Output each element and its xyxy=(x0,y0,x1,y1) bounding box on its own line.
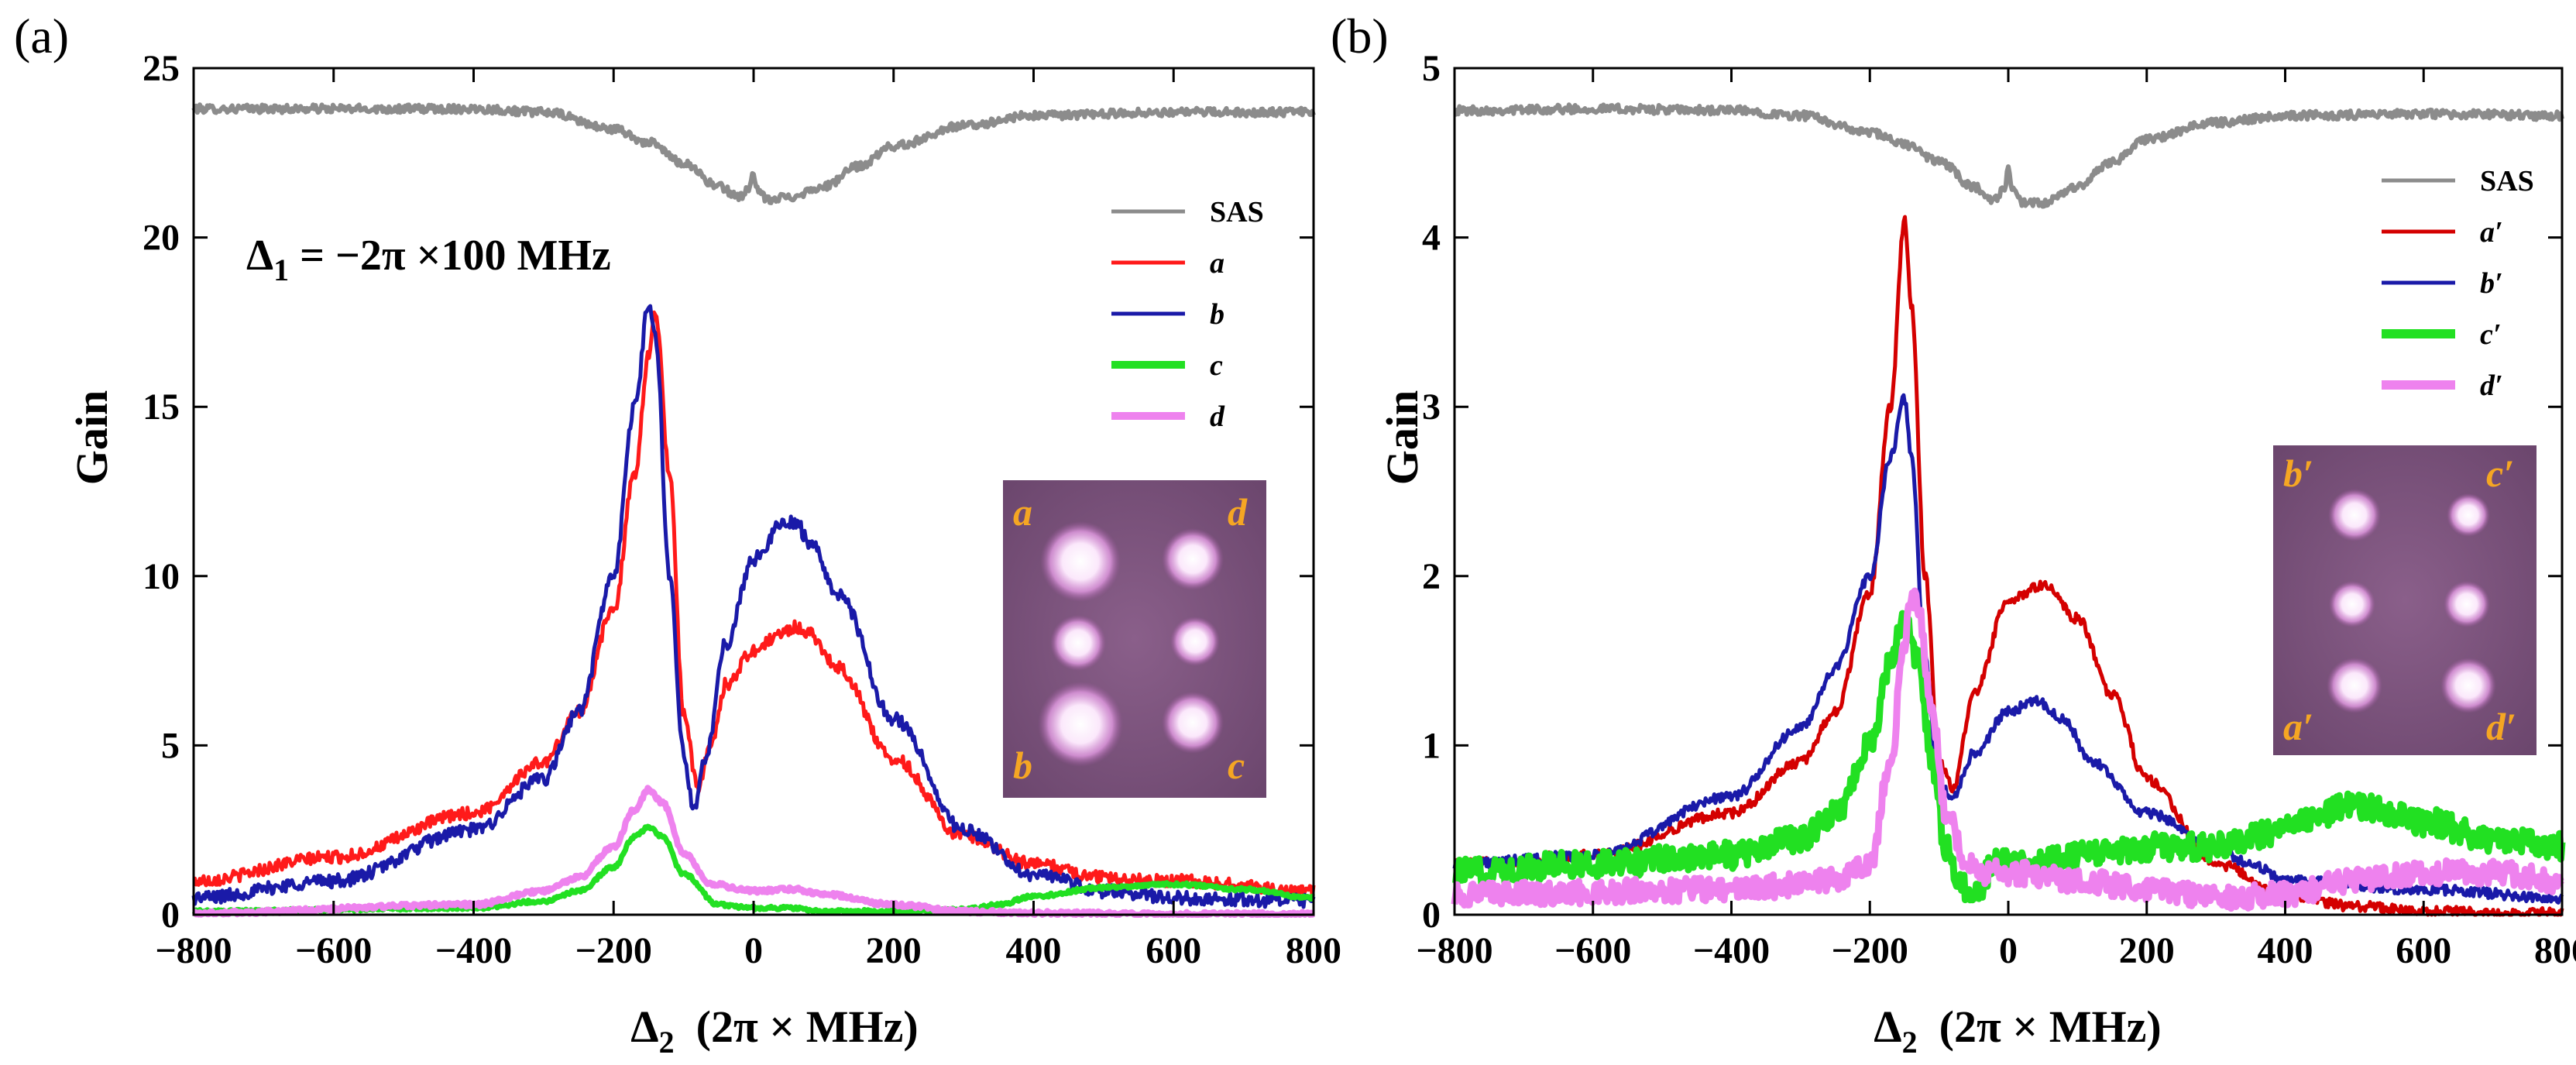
panel-b-legend: SAS a′ b′ c′ d′ xyxy=(2382,165,2534,402)
panel-a-xlabel-unit: (2π × MHz) xyxy=(696,1001,919,1052)
panel-a-series-group xyxy=(191,102,1316,918)
panel-a-xlabel-sub: 2 xyxy=(659,1025,675,1060)
panel-a-x-tick-label: −800 xyxy=(155,930,232,971)
panel-a-x-tick-label: −600 xyxy=(295,930,372,971)
panel-a-annotation-main: Δ xyxy=(246,232,273,280)
panel-b-y-tick-label: 5 xyxy=(1422,48,1441,89)
panel-a-x-tick-label: 600 xyxy=(1145,930,1201,971)
panel-a-series-a xyxy=(192,310,1316,898)
panel-a-x-tick-label: −400 xyxy=(435,930,512,971)
panel-b-inset-label-a-prime: a′ xyxy=(2283,705,2313,748)
panel-a-legend: SAS a b c d xyxy=(1111,196,1264,433)
panel-b-inset-label-d-prime: d′ xyxy=(2486,705,2516,748)
panel-b-ylabel: Gain xyxy=(1377,390,1427,486)
panel-b-series-group xyxy=(1451,102,2566,917)
panel-a: (a) Gain −800 −600 −400 −200 0 200 400 600 800 0… xyxy=(14,9,1341,1060)
panel-b-x-tick-label: −600 xyxy=(1554,930,1631,971)
panel-a-y-tick-label: 15 xyxy=(143,386,180,428)
panel-b-legend-b-prime: b′ xyxy=(2480,267,2503,300)
panel-a-inset-spot-c xyxy=(1162,692,1224,754)
panel-a-annotation-sub: 1 xyxy=(273,253,289,287)
panel-b-inset: b′ c′ a′ d′ xyxy=(2273,445,2537,755)
panel-a-y-axis: 0 5 10 15 20 25 xyxy=(143,48,1314,936)
panel-b-xlabel: Δ2 (2π × MHz) xyxy=(1874,1001,2161,1060)
panel-a-inset-background xyxy=(1003,480,1266,798)
panel-a-inset-label-d: d xyxy=(1228,490,1248,534)
panel-b-x-tick-label: 200 xyxy=(2119,930,2175,971)
panel-b-inset-label-c-prime: c′ xyxy=(2486,452,2514,495)
panel-a-label: (a) xyxy=(14,9,69,64)
panel-a-x-tick-label: 200 xyxy=(866,930,922,971)
panel-a-inset-spot-center-right xyxy=(1170,617,1220,666)
panel-a-x-tick-label: −200 xyxy=(575,930,652,971)
panel-b-x-tick-label: 800 xyxy=(2534,930,2576,971)
panel-a-x-axis: −800 −600 −400 −200 0 200 400 600 800 xyxy=(155,68,1341,971)
panel-a-inset-spot-d xyxy=(1162,528,1224,590)
panel-b-y-tick-label: 2 xyxy=(1422,556,1441,597)
panel-b-inset-spot-d-prime xyxy=(2440,658,2496,713)
panel-b-xlabel-unit: (2π × MHz) xyxy=(1939,1001,2162,1052)
panel-b-x-tick-label: −800 xyxy=(1416,930,1492,971)
panel-b-inset-spot-center-right xyxy=(2444,581,2490,627)
panel-b-y-tick-label: 0 xyxy=(1422,895,1441,936)
panel-a-legend-d: d xyxy=(1210,400,1225,433)
panel-b-inset-spot-center-left xyxy=(2329,581,2375,627)
panel-b-y-tick-label: 4 xyxy=(1422,218,1441,259)
panel-b-x-tick-label: −200 xyxy=(1832,930,1908,971)
panel-b-y-tick-label: 1 xyxy=(1422,725,1441,766)
panel-a-inset-label-a: a xyxy=(1013,490,1032,534)
panel-b-inset-background xyxy=(2273,445,2537,755)
panel-b-legend-a-prime: a′ xyxy=(2480,216,2503,249)
panel-a-y-tick-label: 25 xyxy=(143,48,180,89)
panel-b: (b) Gain −800 −600 −400 −200 0 200 400 600 800 0… xyxy=(1331,9,2576,1060)
panel-b-x-tick-label: 600 xyxy=(2396,930,2451,971)
panel-b-series-d-prime xyxy=(1451,587,2564,912)
panel-a-y-tick-label: 20 xyxy=(143,218,180,259)
panel-b-legend-c-prime: c′ xyxy=(2480,318,2502,351)
panel-a-xlabel: Δ2 (2π × MHz) xyxy=(630,1001,918,1060)
panel-b-inset-spot-a-prime xyxy=(2327,658,2382,713)
panel-a-ylabel: Gain xyxy=(67,390,117,486)
panel-a-y-tick-label: 0 xyxy=(161,895,180,936)
panel-a-y-tick-label: 10 xyxy=(143,556,180,597)
panel-b-xlabel-main: Δ xyxy=(1874,1001,1901,1052)
panel-a-inset-spot-center-left xyxy=(1050,615,1106,671)
panel-a-legend-a: a xyxy=(1210,247,1224,280)
panel-b-legend-sas: SAS xyxy=(2480,165,2534,198)
panel-a-inset-label-c: c xyxy=(1228,744,1245,787)
panel-a-x-tick-label: 800 xyxy=(1286,930,1341,971)
panel-b-x-tick-label: 0 xyxy=(1999,930,2018,971)
panel-a-x-tick-label: 400 xyxy=(1006,930,1062,971)
panel-b-series-c-prime xyxy=(1452,610,2566,904)
panel-b-x-tick-label: 400 xyxy=(2258,930,2313,971)
panel-b-y-tick-label: 3 xyxy=(1422,386,1441,428)
panel-b-y-axis: 0 1 2 3 4 5 xyxy=(1422,48,2562,936)
panel-a-xlabel-main: Δ xyxy=(630,1001,658,1052)
panel-b-x-tick-label: −400 xyxy=(1693,930,1770,971)
panel-a-annotation-rest: = −2π ×100 MHz xyxy=(289,232,611,280)
panel-b-inset-spot-b-prime xyxy=(2328,489,2381,541)
panel-a-y-tick-label: 5 xyxy=(161,725,180,766)
panel-b-label: (b) xyxy=(1331,9,1389,64)
panel-b-legend-d-prime: d′ xyxy=(2480,369,2503,402)
panel-b-inset-label-b-prime: b′ xyxy=(2283,452,2313,495)
panel-a-legend-c: c xyxy=(1210,349,1223,382)
panel-a-inset-spot-b xyxy=(1038,682,1123,767)
panel-a-legend-b: b xyxy=(1210,298,1224,331)
panel-a-inset-label-b: b xyxy=(1013,744,1032,787)
panel-a-inset: a d b c xyxy=(1003,480,1266,798)
panel-a-legend-sas: SAS xyxy=(1210,196,1264,228)
panel-b-series-sas xyxy=(1453,102,2564,209)
panel-b-xlabel-sub: 2 xyxy=(1902,1025,1918,1060)
panel-a-inset-spot-a xyxy=(1040,521,1121,602)
panel-a-x-tick-label: 0 xyxy=(744,930,763,971)
panel-a-series-sas xyxy=(191,102,1316,205)
panel-b-inset-spot-c-prime xyxy=(2447,493,2490,537)
panel-b-x-axis: −800 −600 −400 −200 0 200 400 600 800 xyxy=(1416,68,2576,971)
panel-a-annotation: Δ1 = −2π ×100 MHz xyxy=(246,232,611,287)
